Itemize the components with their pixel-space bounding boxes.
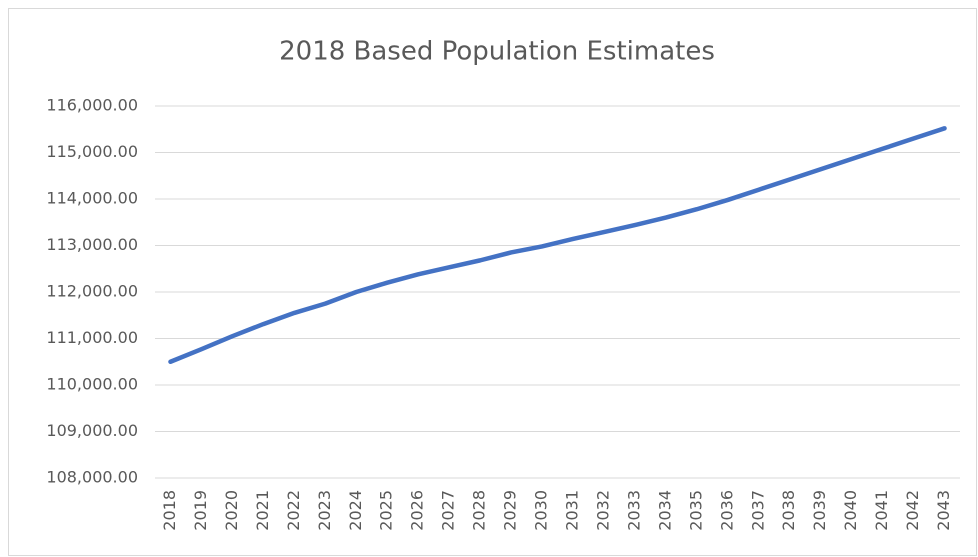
y-tick-label: 110,000.00 — [46, 375, 138, 394]
y-tick-label: 108,000.00 — [46, 468, 138, 487]
line-series — [168, 126, 947, 364]
x-tick-label: 2021 — [253, 490, 272, 531]
x-tick-label: 2027 — [439, 490, 458, 531]
x-tick-label: 2034 — [655, 490, 674, 531]
x-tick-label: 2019 — [191, 490, 210, 531]
x-tick-label: 2022 — [284, 490, 303, 531]
x-tick-label: 2033 — [624, 490, 643, 531]
x-tick-label: 2035 — [686, 490, 705, 531]
x-tick-label: 2038 — [779, 490, 798, 531]
chart-border — [8, 8, 977, 556]
x-tick-label: 2025 — [377, 490, 396, 531]
x-tick-label: 2018 — [160, 490, 179, 531]
x-tick-label: 2041 — [872, 490, 891, 531]
x-tick-label: 2043 — [934, 490, 953, 531]
x-tick-label: 2030 — [532, 490, 551, 531]
y-tick-label: 111,000.00 — [46, 328, 138, 347]
y-tick-label: 112,000.00 — [46, 282, 138, 301]
x-tick-label: 2031 — [562, 490, 581, 531]
x-tick-label: 2024 — [346, 490, 365, 531]
x-tick-label: 2042 — [903, 490, 922, 531]
x-tick-label: 2023 — [315, 490, 334, 531]
chart-title: 2018 Based Population Estimates — [279, 37, 715, 67]
x-tick-label: 2020 — [222, 490, 241, 531]
x-tick-label: 2037 — [748, 490, 767, 531]
y-tick-label: 113,000.00 — [46, 235, 138, 254]
x-tick-label: 2039 — [810, 490, 829, 531]
x-tick-label: 2026 — [408, 490, 427, 531]
x-tick-label: 2032 — [593, 490, 612, 531]
y-tick-label: 116,000.00 — [46, 96, 138, 115]
x-tick-label: 2040 — [841, 490, 860, 531]
y-tick-label: 109,000.00 — [46, 421, 138, 440]
x-tick-label: 2029 — [501, 490, 520, 531]
y-tick-label: 114,000.00 — [46, 189, 138, 208]
y-tick-label: 115,000.00 — [46, 142, 138, 161]
x-tick-label: 2036 — [717, 490, 736, 531]
x-tick-label: 2028 — [470, 490, 489, 531]
